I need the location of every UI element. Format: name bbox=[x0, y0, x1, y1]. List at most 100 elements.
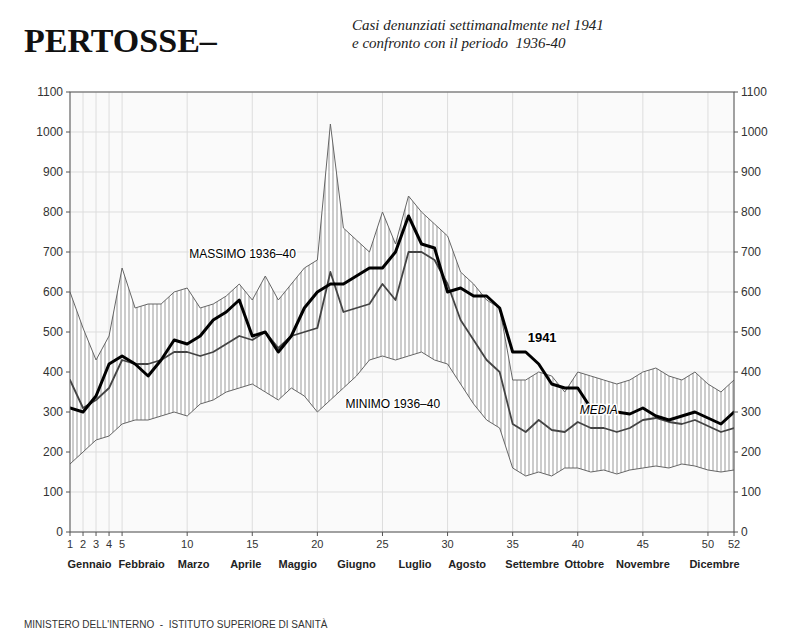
y2-tick-label: 300 bbox=[741, 405, 761, 419]
x-tick bbox=[70, 532, 71, 536]
x-tick bbox=[83, 532, 84, 536]
y-tick-label: 900 bbox=[43, 165, 63, 179]
y2-tick-label: 500 bbox=[741, 325, 761, 339]
y2-tick bbox=[734, 132, 738, 133]
series-label: MEDIA bbox=[580, 403, 618, 417]
footer: MINISTERO DELL'INTERNO - ISTITUTO SUPERI… bbox=[24, 618, 328, 630]
series-labels: MASSIMO 1936–40 MINIMO 1936–40 MEDIA 1941 bbox=[189, 247, 618, 417]
month-label: Marzo bbox=[178, 558, 210, 570]
y-tick-label: 600 bbox=[43, 285, 63, 299]
y-tick bbox=[66, 372, 70, 373]
y-tick bbox=[66, 132, 70, 133]
x-tick bbox=[512, 532, 513, 536]
grid-line-x bbox=[109, 92, 110, 532]
month-label: Luglio bbox=[399, 558, 432, 570]
x-tick-label: 15 bbox=[246, 538, 258, 550]
title: PERTOSSE– bbox=[24, 22, 218, 59]
y2-tick bbox=[734, 532, 738, 533]
y2-tick-label: 700 bbox=[741, 245, 761, 259]
series-line bbox=[70, 124, 734, 392]
y2-tick bbox=[734, 452, 738, 453]
grid-line-y bbox=[70, 132, 734, 133]
month-label: Settembre bbox=[505, 558, 559, 570]
plot-background bbox=[70, 92, 734, 532]
x-tick-label: 10 bbox=[181, 538, 193, 550]
subtitle: Casi denunziati settimanalmente nel 1941… bbox=[352, 17, 604, 51]
y2-tick bbox=[734, 92, 738, 93]
chart: 0100200300400500600700800900100011000100… bbox=[0, 0, 800, 637]
month-label: Ottobre bbox=[564, 558, 604, 570]
y2-tick bbox=[734, 492, 738, 493]
x-tick bbox=[382, 532, 383, 536]
series-label: MINIMO 1936–40 bbox=[345, 397, 440, 411]
x-tick-label: 35 bbox=[507, 538, 519, 550]
y-tick-label: 0 bbox=[56, 525, 63, 539]
grid-line-y bbox=[70, 492, 734, 493]
x-tick-label: 20 bbox=[311, 538, 323, 550]
x-tick-label: 30 bbox=[441, 538, 453, 550]
grid-line-x bbox=[96, 92, 97, 532]
y2-tick-label: 800 bbox=[741, 205, 761, 219]
grid bbox=[70, 92, 734, 532]
subtitle-line: e confronto con il periodo 1936-40 bbox=[352, 35, 566, 51]
y2-tick bbox=[734, 412, 738, 413]
month-label: Gennaio bbox=[68, 558, 112, 570]
y2-tick-label: 400 bbox=[741, 365, 761, 379]
subtitle-line: Casi denunziati settimanalmente nel 1941 bbox=[352, 17, 604, 33]
y-tick bbox=[66, 452, 70, 453]
x-tick bbox=[122, 532, 123, 536]
x-tick-label: 40 bbox=[572, 538, 584, 550]
x-tick bbox=[317, 532, 318, 536]
x-tick bbox=[447, 532, 448, 536]
y2-tick bbox=[734, 212, 738, 213]
y2-tick bbox=[734, 172, 738, 173]
series-line bbox=[70, 352, 734, 476]
y2-tick bbox=[734, 372, 738, 373]
y-tick bbox=[66, 292, 70, 293]
x-tick-label: 50 bbox=[702, 538, 714, 550]
y-tick bbox=[66, 332, 70, 333]
y-tick-label: 700 bbox=[43, 245, 63, 259]
y-tick-label: 300 bbox=[43, 405, 63, 419]
plot-data bbox=[70, 124, 734, 476]
x-tick-label: 4 bbox=[106, 538, 112, 550]
x-tick-label: 45 bbox=[637, 538, 649, 550]
x-tick-label: 2 bbox=[80, 538, 86, 550]
y-tick-label: 1000 bbox=[36, 125, 63, 139]
y-tick bbox=[66, 412, 70, 413]
y-tick-label: 200 bbox=[43, 445, 63, 459]
series-label: 1941 bbox=[528, 330, 557, 345]
month-label: Febbraio bbox=[118, 558, 165, 570]
y2-tick-label: 200 bbox=[741, 445, 761, 459]
x-tick-label: 1 bbox=[67, 538, 73, 550]
y2-tick-label: 600 bbox=[741, 285, 761, 299]
y-tick bbox=[66, 92, 70, 93]
x-tick bbox=[577, 532, 578, 536]
y-tick bbox=[66, 492, 70, 493]
x-tick bbox=[96, 532, 97, 536]
plot-frame bbox=[70, 92, 734, 532]
y2-tick-label: 0 bbox=[741, 525, 748, 539]
grid-line-x bbox=[83, 92, 84, 532]
y-tick-label: 1100 bbox=[37, 85, 63, 99]
x-tick-label: 52 bbox=[728, 538, 740, 550]
y2-tick-label: 1100 bbox=[741, 85, 767, 99]
series-label: MASSIMO 1936–40 bbox=[189, 247, 296, 261]
y2-tick-label: 1000 bbox=[741, 125, 768, 139]
y-tick bbox=[66, 212, 70, 213]
x-tick-label: 25 bbox=[376, 538, 388, 550]
range-band bbox=[70, 124, 734, 476]
y2-tick bbox=[734, 332, 738, 333]
month-label: Dicembre bbox=[689, 558, 739, 570]
series-line bbox=[70, 216, 734, 424]
y-tick-label: 100 bbox=[43, 485, 63, 499]
y-tick bbox=[66, 252, 70, 253]
y2-tick bbox=[734, 292, 738, 293]
axes: 0100200300400500600700800900100011000100… bbox=[36, 85, 768, 570]
x-tick bbox=[187, 532, 188, 536]
grid-line-y bbox=[70, 212, 734, 213]
y-tick-label: 400 bbox=[43, 365, 63, 379]
y2-tick-label: 900 bbox=[741, 165, 761, 179]
x-tick bbox=[252, 532, 253, 536]
month-label: Novembre bbox=[616, 558, 670, 570]
